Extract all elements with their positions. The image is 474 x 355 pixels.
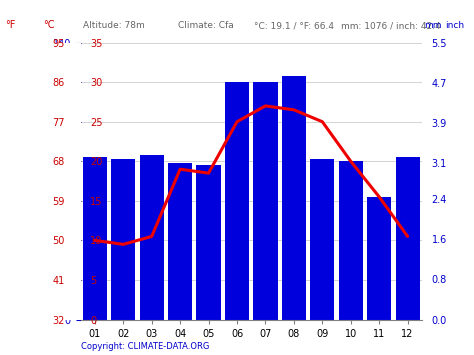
Text: mm: mm — [424, 21, 442, 30]
Bar — [140, 155, 164, 320]
Bar — [338, 161, 363, 320]
Bar — [196, 165, 220, 320]
Bar — [225, 82, 249, 320]
Text: Copyright: CLIMATE-DATA.ORG: Copyright: CLIMATE-DATA.ORG — [81, 343, 209, 351]
Bar — [168, 163, 192, 320]
Text: Altitude: 78m: Altitude: 78m — [83, 21, 145, 30]
Bar — [310, 159, 335, 320]
Text: mm: 1076 / inch: 42.4: mm: 1076 / inch: 42.4 — [341, 21, 441, 30]
Bar — [253, 82, 277, 320]
Text: Climate: Cfa: Climate: Cfa — [178, 21, 234, 30]
Text: °C: 19.1 / °F: 66.4: °C: 19.1 / °F: 66.4 — [254, 21, 334, 30]
Bar — [83, 157, 107, 320]
Bar — [395, 157, 419, 320]
Text: inch: inch — [446, 21, 465, 30]
Bar — [111, 159, 136, 320]
Bar — [282, 76, 306, 320]
Text: °C: °C — [43, 20, 54, 30]
Text: °F: °F — [5, 20, 15, 30]
Bar — [367, 197, 391, 320]
